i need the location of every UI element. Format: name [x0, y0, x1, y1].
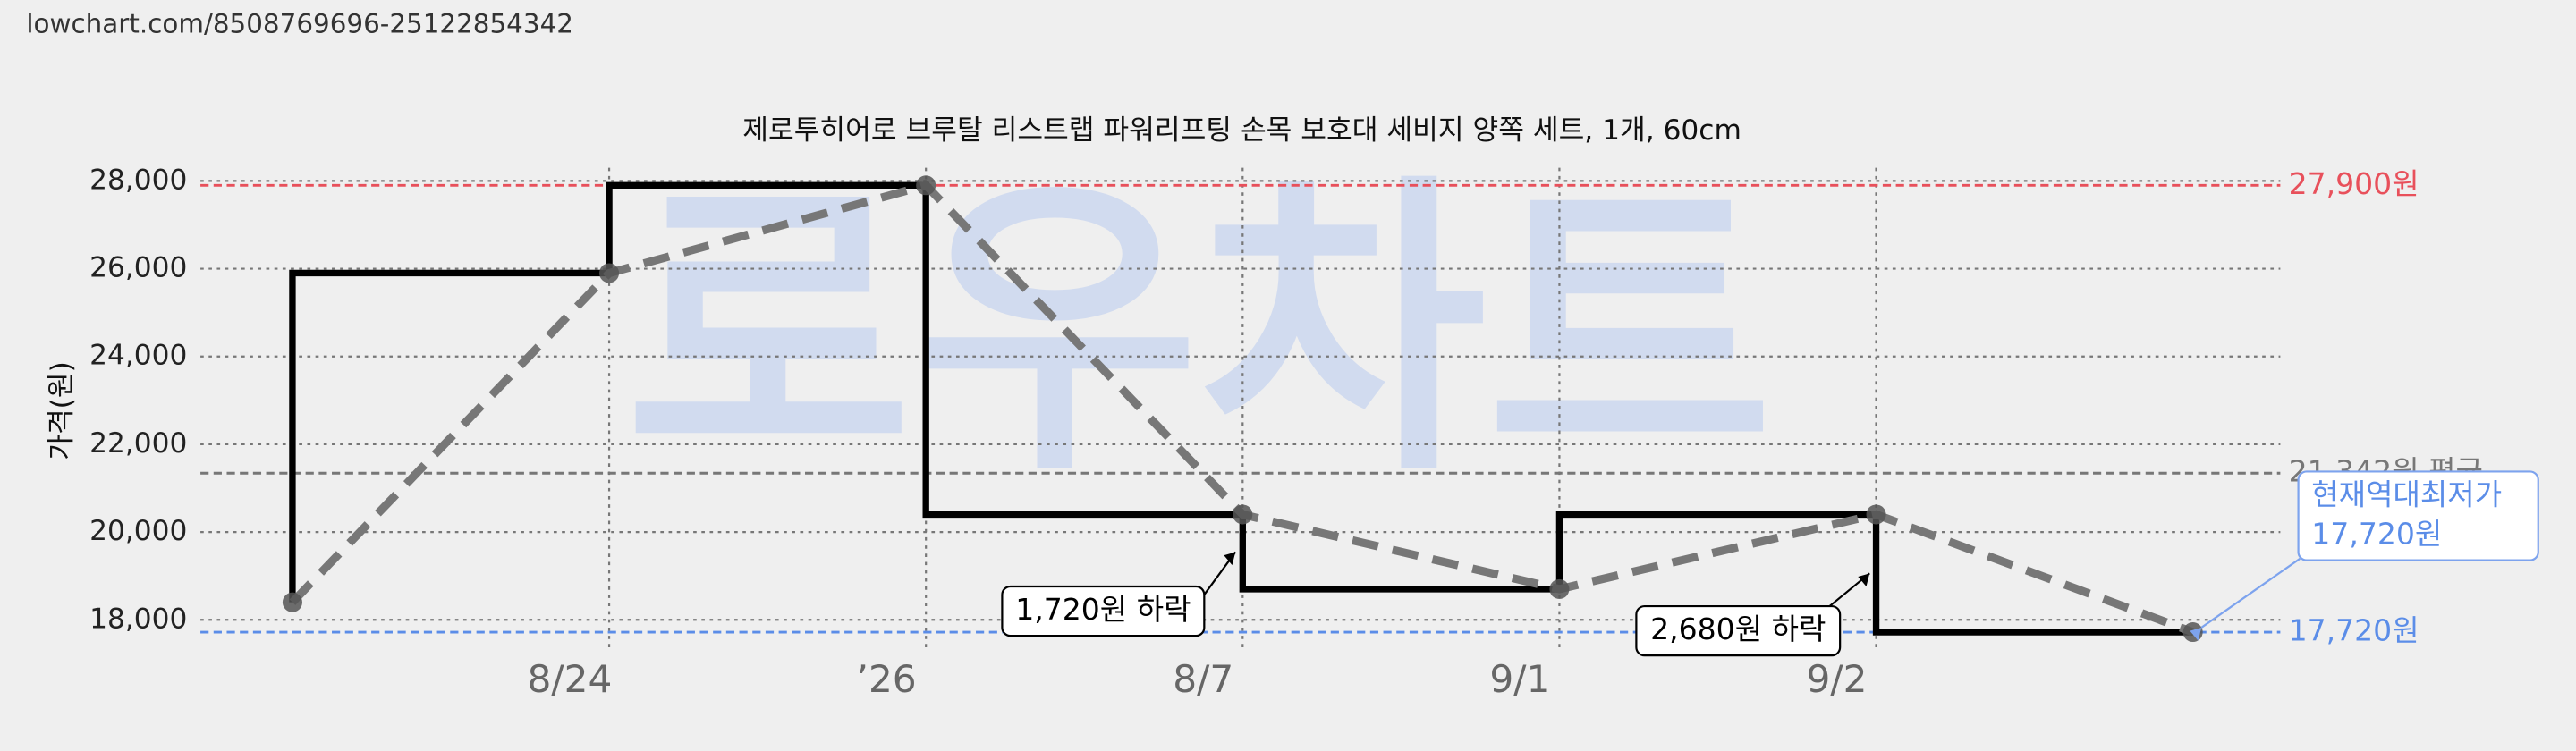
point	[1549, 578, 1570, 599]
watermark: 로우차트	[625, 150, 1774, 513]
annotation-text: 현재역대최저가	[2311, 477, 2502, 512]
x-tick-label: ’26	[857, 657, 917, 701]
annotation-text: 2,680원 하락	[1650, 612, 1826, 646]
annotation-text: 1,720원 하락	[1015, 592, 1191, 627]
point	[916, 175, 936, 196]
annotation-box	[1001, 585, 1206, 637]
y-tick-label: 20,000	[89, 515, 187, 547]
arrow-head	[2190, 627, 2202, 641]
annotation-arrow	[2200, 557, 2301, 629]
x-tick-label: 9/1	[1489, 657, 1550, 701]
arrow-head	[1224, 552, 1236, 566]
annotation-text: 17,720원	[2311, 517, 2442, 552]
y-tick-label: 18,000	[89, 603, 187, 635]
url: lowchart.com/8508769696-25122854342	[26, 8, 573, 38]
annotation-box	[1635, 604, 1842, 657]
annotation-box	[2297, 470, 2539, 561]
point	[282, 592, 302, 612]
y-tick-label: 26,000	[89, 252, 187, 284]
x-tick-label: 8/7	[1173, 657, 1233, 701]
chart-title: 제로투히어로 브루탈 리스트랩 파워리프팅 손목 보호대 세비지 양쪽 세트, …	[742, 114, 1741, 147]
point	[1866, 504, 1886, 525]
y-tick-label: 22,000	[89, 427, 187, 460]
reference-label: 27,900원	[2289, 166, 2419, 201]
y-tick-label: 24,000	[89, 340, 187, 372]
reference-label: 17,720원	[2289, 613, 2419, 648]
x-tick-label: 9/2	[1806, 657, 1867, 701]
point	[599, 263, 620, 283]
x-tick-label: 8/24	[528, 657, 613, 701]
arrow-head	[1858, 573, 1870, 587]
y-tick-label: 28,000	[89, 164, 187, 196]
point	[1233, 504, 1253, 525]
y-axis-label: 가격(원)	[46, 361, 78, 460]
